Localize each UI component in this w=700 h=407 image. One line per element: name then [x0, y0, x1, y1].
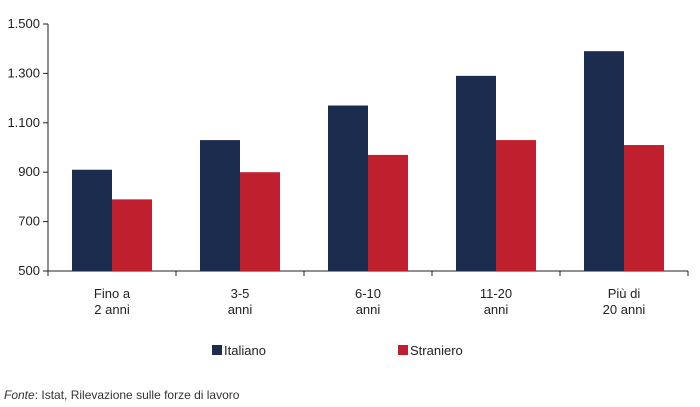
y-tick-label: 1.300 [7, 65, 40, 80]
y-tick-label: 1.100 [7, 115, 40, 130]
legend-label-italiano: Italiano [224, 343, 266, 358]
source-note: Fonte: Istat, Rilevazione sulle forze di… [4, 388, 239, 402]
bar-italiano [200, 140, 240, 271]
bar-straniero [624, 145, 664, 271]
legend-label-straniero: Straniero [410, 343, 463, 358]
legend-swatch-straniero [398, 345, 408, 355]
x-tick-label: Più di [608, 286, 641, 301]
bar-straniero [240, 172, 280, 271]
y-tick-label: 900 [18, 164, 40, 179]
bar-straniero [496, 140, 536, 271]
source-text: : Istat, Rilevazione sulle forze di lavo… [34, 388, 240, 402]
legend-swatch-italiano [212, 345, 222, 355]
y-tick-label: 1.500 [7, 16, 40, 31]
source-label: Fonte [4, 388, 35, 402]
bar-italiano [456, 75, 496, 272]
x-tick-label: 11-20 [480, 286, 512, 301]
y-tick-label: 700 [18, 214, 40, 229]
bar-italiano [584, 51, 624, 271]
x-tick-label: anni [228, 302, 253, 317]
x-tick-label: anni [356, 302, 381, 317]
x-tick-label: Fino a [94, 286, 131, 301]
x-tick-label: 2 anni [94, 302, 130, 317]
y-tick-label: 500 [18, 263, 40, 278]
x-tick-label: 3-5 [231, 286, 250, 301]
x-tick-label: 20 anni [603, 302, 646, 317]
x-tick-label: anni [484, 302, 509, 317]
bar-straniero [368, 154, 408, 271]
bar-italiano [72, 169, 112, 271]
bar-straniero [112, 199, 152, 271]
bar-italiano [328, 105, 368, 271]
x-tick-label: 6-10 [355, 286, 381, 301]
